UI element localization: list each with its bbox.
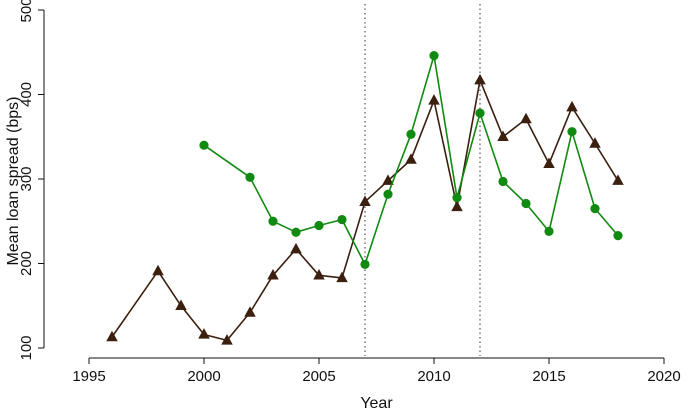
data-point-circle	[567, 127, 577, 137]
data-point-circle	[613, 231, 623, 241]
data-point-circle	[475, 108, 485, 118]
x-tick-label: 2020	[647, 368, 680, 385]
reference-lines	[364, 4, 481, 356]
y-tick-label: 500	[18, 0, 35, 23]
x-axis-title: Year	[360, 395, 393, 412]
x-tick-label: 2015	[532, 368, 565, 385]
y-axis-title: Mean loan spread (bps)	[5, 97, 22, 266]
data-point-triangle	[497, 130, 509, 141]
data-point-circle	[360, 259, 370, 269]
series-line	[111, 79, 619, 342]
series-group	[106, 51, 624, 345]
data-point-triangle	[474, 73, 486, 85]
data-point-triangle	[198, 328, 210, 339]
x-tick-label: 2005	[302, 368, 335, 385]
data-point-triangle	[405, 153, 417, 164]
y-tick-label: 200	[18, 251, 35, 276]
data-point-triangle	[244, 306, 256, 317]
y-tick-label: 400	[18, 82, 35, 107]
data-point-circle	[590, 203, 600, 214]
data-point-triangle	[106, 330, 118, 342]
y-ticks: 100 200 300 400 500	[18, 0, 44, 361]
data-point-circle	[383, 189, 393, 199]
data-point-triangle	[382, 174, 394, 185]
axes: 100 200 300 400 500 1995 2000 2005 2010 2015 2020	[18, 0, 681, 385]
data-point-circle	[245, 172, 255, 182]
data-point-circle	[291, 227, 301, 237]
data-point-triangle	[152, 264, 164, 276]
data-point-circle	[337, 214, 347, 225]
y-tick-label: 300	[18, 166, 35, 191]
data-point-triangle	[589, 137, 601, 148]
x-tick-label: 2010	[417, 368, 450, 385]
data-point-triangle	[520, 112, 532, 124]
series-triangle	[106, 73, 624, 345]
data-point-circle	[452, 192, 462, 203]
data-point-triangle	[313, 269, 325, 280]
x-tick-label: 1995	[72, 368, 105, 385]
data-point-circle	[314, 220, 324, 231]
data-point-triangle	[336, 271, 348, 283]
data-point-circle	[268, 216, 278, 226]
data-point-circle	[498, 176, 508, 187]
data-point-triangle	[612, 174, 624, 185]
series-circle	[199, 51, 623, 269]
data-point-triangle	[566, 100, 578, 112]
data-point-triangle	[428, 94, 440, 105]
data-point-circle	[406, 129, 416, 139]
data-point-triangle	[451, 200, 463, 212]
data-point-circle	[429, 51, 439, 61]
data-point-triangle	[290, 242, 302, 254]
data-point-circle	[199, 140, 209, 150]
x-ticks: 1995 2000 2005 2010 2015 2020	[72, 358, 681, 385]
y-tick-label: 100	[18, 335, 35, 360]
data-point-triangle	[175, 299, 187, 310]
x-tick-label: 2000	[187, 368, 220, 385]
data-point-circle	[521, 198, 531, 209]
data-point-circle	[544, 226, 554, 236]
data-point-triangle	[221, 334, 233, 345]
data-point-triangle	[267, 269, 279, 280]
data-point-triangle	[543, 157, 555, 168]
data-point-triangle	[359, 195, 371, 207]
